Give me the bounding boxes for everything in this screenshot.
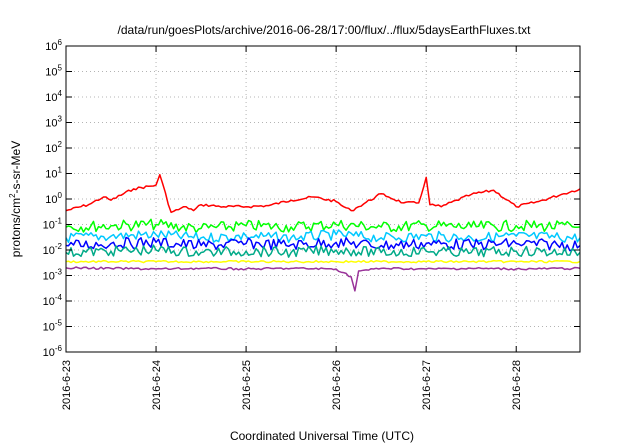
series-line	[65, 266, 581, 292]
series-line	[65, 259, 581, 264]
y-tick-exponent: 0	[58, 191, 63, 200]
y-tick-label: 101	[45, 166, 62, 181]
y-tick-exponent: 1	[58, 166, 63, 175]
y-tick-label: 10-2	[43, 242, 63, 257]
y-tick-label: 102	[45, 140, 62, 155]
y-tick-exponent: -6	[55, 344, 63, 353]
y-tick-base: 10	[43, 220, 55, 232]
series-line	[65, 236, 581, 252]
y-tick-label: 10-3	[43, 268, 63, 283]
y-tick-exponent: -5	[55, 319, 63, 328]
y-tick-base: 10	[45, 118, 57, 130]
y-tick-label: 103	[45, 115, 62, 130]
y-axis-label-sup: 2	[8, 193, 17, 198]
x-tick-label: 2016-6-24	[151, 360, 163, 410]
y-tick-base: 10	[45, 143, 57, 155]
axis-ticks	[65, 45, 580, 353]
y-tick-label: 104	[45, 89, 62, 104]
y-tick-label: 10-4	[43, 293, 63, 308]
y-tick-label: 105	[45, 64, 62, 79]
y-tick-exponent: 2	[58, 140, 63, 149]
x-axis-label: Coordinated Universal Time (UTC)	[230, 429, 414, 443]
y-tick-label: 100	[45, 191, 62, 206]
y-tick-exponent: -3	[55, 268, 63, 277]
y-tick-exponent: 3	[58, 115, 63, 124]
y-tick-label: 10-5	[43, 319, 63, 334]
y-tick-exponent: -1	[55, 217, 63, 226]
y-tick-base: 10	[43, 271, 55, 283]
series-line	[65, 218, 581, 234]
x-tick-label: 2016-6-28	[511, 360, 523, 410]
y-tick-base: 10	[45, 194, 57, 206]
x-axis-tick-labels: 2016-6-23 2016-6-24 2016-6-25 2016-6-26 2016…	[61, 360, 523, 410]
series-group	[65, 173, 581, 292]
series-line	[65, 173, 581, 214]
y-tick-exponent: -4	[55, 293, 63, 302]
y-axis-label-suffix: -s-sr-MeV	[9, 141, 23, 194]
y-tick-label: 106	[45, 38, 62, 53]
x-tick-label: 2016-6-23	[61, 360, 73, 410]
y-tick-base: 10	[45, 169, 57, 181]
y-tick-base: 10	[43, 245, 55, 257]
y-tick-label: 10-1	[43, 217, 63, 232]
y-tick-base: 10	[45, 67, 57, 79]
y-axis-label-prefix: protons/cm	[9, 198, 23, 257]
y-tick-exponent: 5	[58, 64, 63, 73]
y-tick-exponent: 4	[58, 89, 63, 98]
y-tick-exponent: -2	[55, 242, 63, 251]
y-tick-base: 10	[45, 92, 57, 104]
y-tick-base: 10	[43, 347, 55, 359]
x-tick-label: 2016-6-25	[241, 360, 253, 410]
y-tick-base: 10	[43, 322, 55, 334]
y-axis-label: protons/cm2-s-sr-MeV	[8, 141, 23, 257]
chart-title: /data/run/goesPlots/archive/2016-06-28/1…	[118, 23, 532, 37]
series-line	[65, 244, 581, 258]
y-tick-label: 10-6	[43, 344, 63, 359]
y-tick-exponent: 6	[58, 38, 63, 47]
y-axis-tick-labels: 10-610-510-410-310-210-11001011021031041…	[43, 38, 63, 359]
y-tick-base: 10	[43, 296, 55, 308]
x-tick-label: 2016-6-27	[421, 360, 433, 410]
y-tick-base: 10	[45, 41, 57, 53]
x-tick-label: 2016-6-26	[331, 360, 343, 410]
